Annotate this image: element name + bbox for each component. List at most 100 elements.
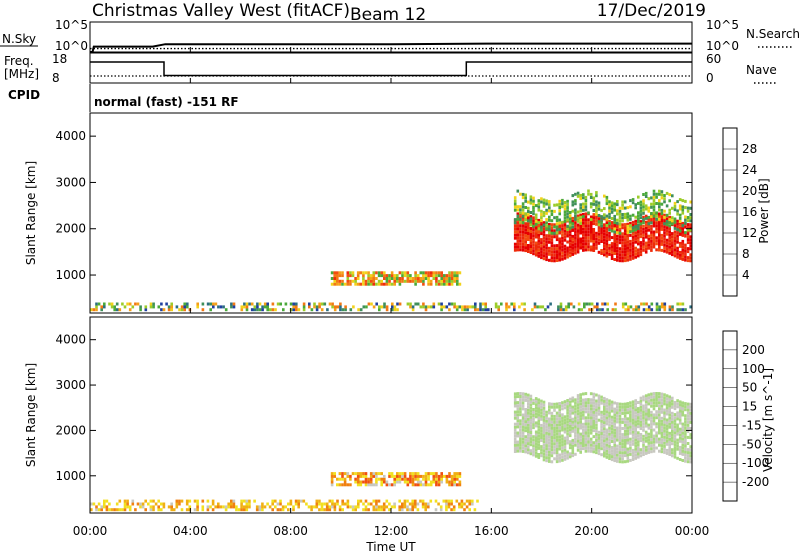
power-cells-cell bbox=[637, 214, 640, 218]
vel-cells-cell bbox=[600, 410, 603, 414]
vel-cells-cell bbox=[561, 440, 564, 444]
power-cells-cell bbox=[427, 274, 430, 278]
vel-cells-cell bbox=[582, 410, 585, 414]
power-cells-cell bbox=[610, 242, 614, 246]
vel-cells-cell bbox=[686, 417, 690, 421]
power-cells-cell bbox=[519, 205, 522, 209]
vel-cells-cell bbox=[684, 438, 687, 442]
power-cells-cell bbox=[411, 277, 415, 280]
vel-cells-cell bbox=[686, 414, 690, 418]
power-cells-cell bbox=[684, 231, 687, 235]
vel-cells-cell bbox=[631, 436, 635, 440]
vel-cells-cell bbox=[398, 472, 402, 476]
power-cells-cell bbox=[429, 274, 433, 278]
power-cells-cell bbox=[647, 237, 651, 241]
power-cells-cell bbox=[409, 277, 412, 280]
vel-cells-cell bbox=[639, 454, 643, 458]
vel-cells-cell bbox=[103, 505, 106, 509]
vel-cells-cell bbox=[660, 416, 664, 420]
colorbar-tick-label: -200 bbox=[742, 475, 769, 489]
vel-cells-cell bbox=[343, 483, 347, 487]
vel-cells-cell bbox=[346, 499, 350, 503]
power-cells-cell bbox=[579, 215, 582, 219]
vel-cells-cell bbox=[297, 499, 300, 503]
power-cells-cell bbox=[518, 305, 521, 309]
power-cells-cell bbox=[516, 227, 520, 231]
power-cells-cell bbox=[660, 242, 664, 246]
vel-cells-cell bbox=[684, 459, 687, 463]
power-cells-cell bbox=[571, 225, 575, 229]
power-cells-cell bbox=[513, 224, 517, 228]
vel-cells-cell bbox=[271, 508, 274, 512]
power-cells-cell bbox=[529, 198, 533, 202]
power-cells-cell bbox=[524, 249, 527, 253]
power-cells-cell bbox=[621, 216, 624, 220]
power-cells-cell bbox=[605, 236, 609, 240]
vel-cells-cell bbox=[579, 435, 582, 439]
power-cells-cell bbox=[406, 274, 410, 278]
vel-cells-cell bbox=[294, 502, 298, 506]
vel-cells-cell bbox=[584, 428, 588, 432]
power-cells-cell bbox=[663, 302, 667, 306]
vel-cells-cell bbox=[644, 418, 648, 422]
vel-cells-cell bbox=[686, 429, 690, 433]
power-cells-cell bbox=[497, 305, 500, 309]
power-cells-cell bbox=[570, 302, 573, 306]
vel-cells-cell bbox=[595, 402, 598, 406]
vel-cells-cell bbox=[634, 432, 637, 436]
vel-cells-cell bbox=[642, 443, 645, 447]
vel-cells-cell bbox=[671, 427, 674, 430]
vel-cells-cell bbox=[681, 428, 685, 432]
vel-cells-cell bbox=[414, 474, 417, 478]
power-cells-cell bbox=[524, 206, 527, 209]
power-cells-cell bbox=[637, 195, 640, 199]
nsky-label: N.Sky bbox=[2, 32, 36, 46]
vel-cells-cell bbox=[537, 410, 541, 414]
power-cells-cell bbox=[383, 305, 386, 309]
vel-cells-cell bbox=[242, 505, 246, 509]
vel-cells-cell bbox=[678, 451, 682, 455]
vel-cells-cell bbox=[605, 440, 609, 444]
vel-cells-cell bbox=[589, 449, 593, 453]
power-cells-cell bbox=[443, 274, 446, 278]
power-cells-cell bbox=[686, 216, 690, 219]
vel-cells-cell bbox=[603, 436, 606, 440]
vel-cells-cell bbox=[421, 505, 425, 509]
power-cells-cell bbox=[686, 250, 690, 254]
vel-cells-cell bbox=[516, 443, 520, 447]
vel-cells-cell bbox=[574, 428, 577, 432]
vel-cells-cell bbox=[576, 403, 580, 407]
power-cells-cell bbox=[608, 203, 611, 207]
vel-cells-cell bbox=[600, 429, 603, 432]
vel-cells-cell bbox=[582, 398, 585, 402]
vel-cells-cell bbox=[157, 499, 160, 503]
vel-cells-cell bbox=[144, 499, 147, 503]
power-cells-cell bbox=[660, 212, 664, 215]
vel-cells-cell bbox=[597, 446, 601, 449]
vel-cells-cell bbox=[401, 508, 404, 512]
power-cells-cell bbox=[178, 308, 181, 312]
vel-cells-cell bbox=[576, 421, 580, 425]
vel-cells-cell bbox=[513, 450, 517, 453]
power-cells-cell bbox=[563, 238, 567, 242]
vel-cells-cell bbox=[393, 483, 396, 487]
vel-cells-cell bbox=[435, 480, 438, 484]
power-cells-cell bbox=[338, 279, 342, 283]
power-cells-cell bbox=[616, 231, 619, 235]
power-cells-cell bbox=[668, 199, 671, 203]
power-cells-cell bbox=[584, 212, 588, 216]
vel-cells-cell bbox=[655, 410, 658, 414]
vel-cells-cell bbox=[647, 426, 651, 430]
power-cells-cell bbox=[583, 302, 586, 306]
vel-cells-cell bbox=[271, 502, 274, 506]
vel-cells-cell bbox=[623, 429, 627, 433]
vel-cells-cell bbox=[684, 405, 687, 409]
vel-cells-cell bbox=[616, 432, 619, 436]
colorbar-tick-label: 24 bbox=[742, 163, 757, 177]
power-cells-cell bbox=[367, 274, 370, 278]
power-cells-cell bbox=[529, 239, 533, 242]
power-cells-cell bbox=[550, 213, 554, 216]
power-cells-cell bbox=[574, 217, 577, 221]
power-cells-cell bbox=[665, 220, 669, 223]
power-cells-cell bbox=[579, 225, 582, 229]
